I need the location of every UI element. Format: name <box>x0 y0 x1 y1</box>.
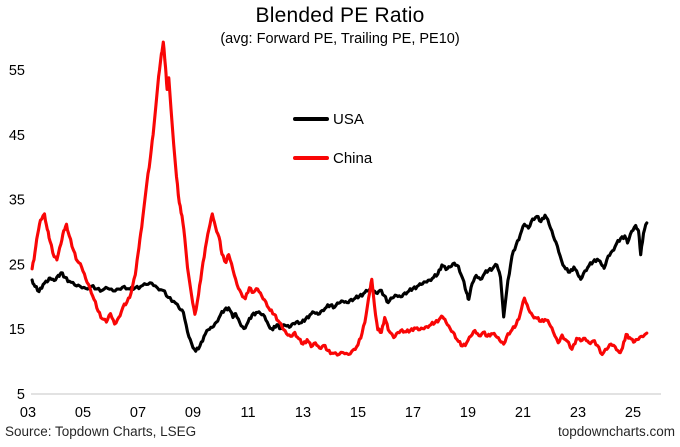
chart-legend: USA China <box>293 108 372 186</box>
x-tick-label: 15 <box>350 405 366 421</box>
x-tick-label: 09 <box>185 405 201 421</box>
x-tick-label: 17 <box>405 405 421 421</box>
x-tick-label: 05 <box>75 405 91 421</box>
x-tick-label: 19 <box>460 405 476 421</box>
website-credit: topdowncharts.com <box>557 424 675 439</box>
y-tick-label: 55 <box>9 63 25 79</box>
y-tick-label: 5 <box>17 387 25 403</box>
legend-row-usa: USA <box>293 108 372 130</box>
y-tick-label: 45 <box>9 128 25 144</box>
x-tick-label: 11 <box>240 405 255 421</box>
legend-label-usa: USA <box>333 110 364 128</box>
chart-subtitle: (avg: Forward PE, Trailing PE, PE10) <box>220 31 460 47</box>
chart-title: Blended PE Ratio <box>255 4 425 27</box>
y-tick-label: 25 <box>9 257 25 273</box>
y-tick-label: 15 <box>9 322 25 338</box>
china-line-swatch <box>293 156 329 160</box>
series-line-china <box>30 40 649 357</box>
x-tick-label: 23 <box>570 405 586 421</box>
source-credit: Source: Topdown Charts, LSEG <box>5 424 197 439</box>
x-tick-label: 21 <box>515 405 531 421</box>
x-tick-label: 13 <box>295 405 311 421</box>
legend-label-china: China <box>333 149 373 167</box>
legend-row-china: China <box>293 147 372 169</box>
x-tick-label: 25 <box>625 405 641 421</box>
series-line-usa <box>30 213 649 353</box>
y-tick-label: 35 <box>9 193 25 209</box>
usa-line-swatch <box>293 117 329 121</box>
x-tick-label: 07 <box>130 405 146 421</box>
x-tick-label: 03 <box>20 405 36 421</box>
